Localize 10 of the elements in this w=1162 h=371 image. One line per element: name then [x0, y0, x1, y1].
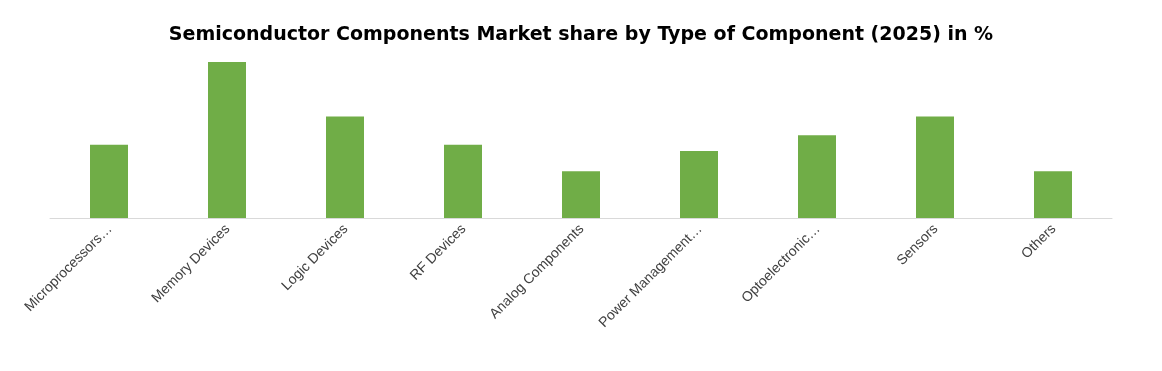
bar [562, 171, 600, 218]
chart-title: Semiconductor Components Market share by Type of Component (2025) in % [168, 21, 994, 44]
bar [444, 144, 482, 218]
bar [1034, 171, 1072, 218]
bar [680, 150, 718, 218]
bar [798, 135, 836, 218]
bar [326, 116, 364, 218]
bar [208, 62, 246, 218]
bar [916, 116, 954, 218]
bar [90, 144, 128, 218]
